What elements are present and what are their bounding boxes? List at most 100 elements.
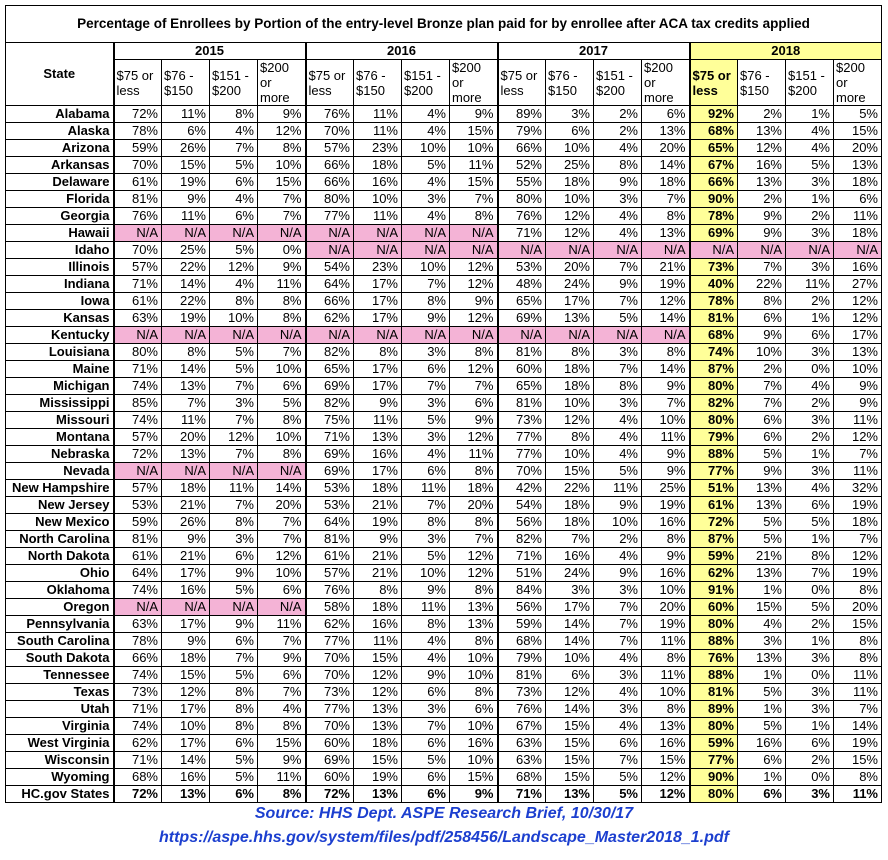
table-cell: 4% (257, 700, 306, 718)
table-cell: 77% (496, 445, 546, 463)
table-cell: 7% (593, 751, 642, 769)
state-name: Utah (5, 700, 114, 718)
table-cell: 4% (593, 547, 642, 565)
table-cell: 72% (304, 785, 354, 803)
table-cell: 65% (496, 292, 546, 310)
table-cell: 7% (257, 190, 306, 208)
table-cell: 13% (641, 122, 690, 140)
table-cell: 10% (545, 649, 594, 667)
table-cell: 2% (593, 105, 642, 123)
table-cell: 57% (304, 139, 354, 157)
table-cell: 10% (545, 445, 594, 463)
table-cell: 10% (209, 309, 258, 327)
state-name: Iowa (5, 292, 114, 310)
state-name: Arizona (5, 139, 114, 157)
table-cell: 9% (641, 445, 690, 463)
table-cell: 8% (545, 428, 594, 446)
table-cell: 18% (641, 173, 690, 191)
table-cell: 5% (593, 768, 642, 786)
table-cell: 19% (353, 768, 402, 786)
table-cell: 18% (545, 513, 594, 531)
table-cell: 2% (593, 530, 642, 548)
table-cell: 7% (209, 496, 258, 514)
table-cell: 53% (496, 258, 546, 276)
table-cell: 7% (593, 632, 642, 650)
table-cell: 15% (353, 751, 402, 769)
table-cell: N/A (304, 241, 354, 259)
state-name: New Mexico (5, 513, 114, 531)
table-cell: 72% (112, 785, 162, 803)
table-cell: 15% (833, 751, 882, 769)
table-cell: N/A (545, 241, 594, 259)
table-cell: 12% (545, 683, 594, 701)
table-cell: 10% (401, 139, 450, 157)
table-cell: 18% (353, 479, 402, 497)
table-cell: N/A (304, 224, 354, 242)
table-cell: 11% (833, 207, 882, 225)
table-cell: 6% (209, 207, 258, 225)
table-cell: 11% (641, 632, 690, 650)
column-header: $151 - $200 (209, 59, 258, 106)
table-row: North Carolina 81% 9% 3% 7% 81% 9% 3% 7% 82% 7% 2% 8… (5, 530, 882, 548)
table-cell: 8% (641, 700, 690, 718)
column-header: $151 - $200 (785, 59, 834, 106)
table-cell: 80% (688, 377, 738, 395)
table-cell: 2% (737, 105, 786, 123)
table-row: Idaho 70% 25% 5% 0% N/A N/A N/A N/A N/A N/A N/A N/A N… (5, 241, 882, 259)
table-cell: 3% (401, 428, 450, 446)
table-cell: 57% (112, 479, 162, 497)
table-cell: 6% (833, 190, 882, 208)
table-cell: 4% (593, 224, 642, 242)
state-name: Kansas (5, 309, 114, 327)
table-cell: 71% (496, 785, 546, 803)
column-header: $76 - $150 (161, 59, 210, 106)
table-cell: 75% (304, 411, 354, 429)
table-cell: 78% (688, 207, 738, 225)
table-cell: 9% (257, 751, 306, 769)
table-cell: 10% (641, 581, 690, 599)
table-cell: 7% (209, 377, 258, 395)
table-cell: 53% (112, 496, 162, 514)
table-cell: 8% (833, 768, 882, 786)
table-cell: 16% (641, 513, 690, 531)
table-cell: 8% (353, 581, 402, 599)
table-cell: 1% (785, 632, 834, 650)
table-cell: 10% (833, 360, 882, 378)
table-cell: 8% (449, 207, 498, 225)
table-cell: 67% (496, 717, 546, 735)
table-cell: 10% (449, 717, 498, 735)
table-cell: 12% (449, 258, 498, 276)
table-cell: 5% (737, 513, 786, 531)
table-cell: 15% (545, 717, 594, 735)
table-cell: 69% (304, 751, 354, 769)
table-cell: 11% (833, 785, 882, 803)
table-cell: 13% (449, 615, 498, 633)
column-header: $76 - $150 (353, 59, 402, 106)
table-cell: 22% (161, 292, 210, 310)
table-cell: 8% (257, 411, 306, 429)
table-cell: 6% (737, 751, 786, 769)
table-cell: 87% (688, 360, 738, 378)
table-cell: 79% (688, 428, 738, 446)
table-cell: 12% (449, 360, 498, 378)
table-cell: 7% (833, 445, 882, 463)
table-cell: 5% (593, 785, 642, 803)
table-cell: N/A (112, 326, 162, 344)
table-cell: N/A (304, 326, 354, 344)
table-cell: 8% (593, 156, 642, 174)
table-row: South Dakota 66% 18% 7% 9% 70% 15% 4% 10% 79% 10% 4… (5, 649, 882, 667)
table-cell: 73% (496, 683, 546, 701)
table-cell: 3% (593, 190, 642, 208)
table-cell: 5% (833, 105, 882, 123)
table-cell: 8% (449, 581, 498, 599)
table-cell: N/A (593, 241, 642, 259)
state-name: Louisiana (5, 343, 114, 361)
table-cell: 78% (112, 632, 162, 650)
state-name: Idaho (5, 241, 114, 259)
table-cell: 7% (209, 139, 258, 157)
table-cell: 17% (161, 564, 210, 582)
table-cell: 4% (209, 275, 258, 293)
table-cell: 62% (688, 564, 738, 582)
table-cell: 13% (449, 598, 498, 616)
table-cell: 3% (785, 683, 834, 701)
